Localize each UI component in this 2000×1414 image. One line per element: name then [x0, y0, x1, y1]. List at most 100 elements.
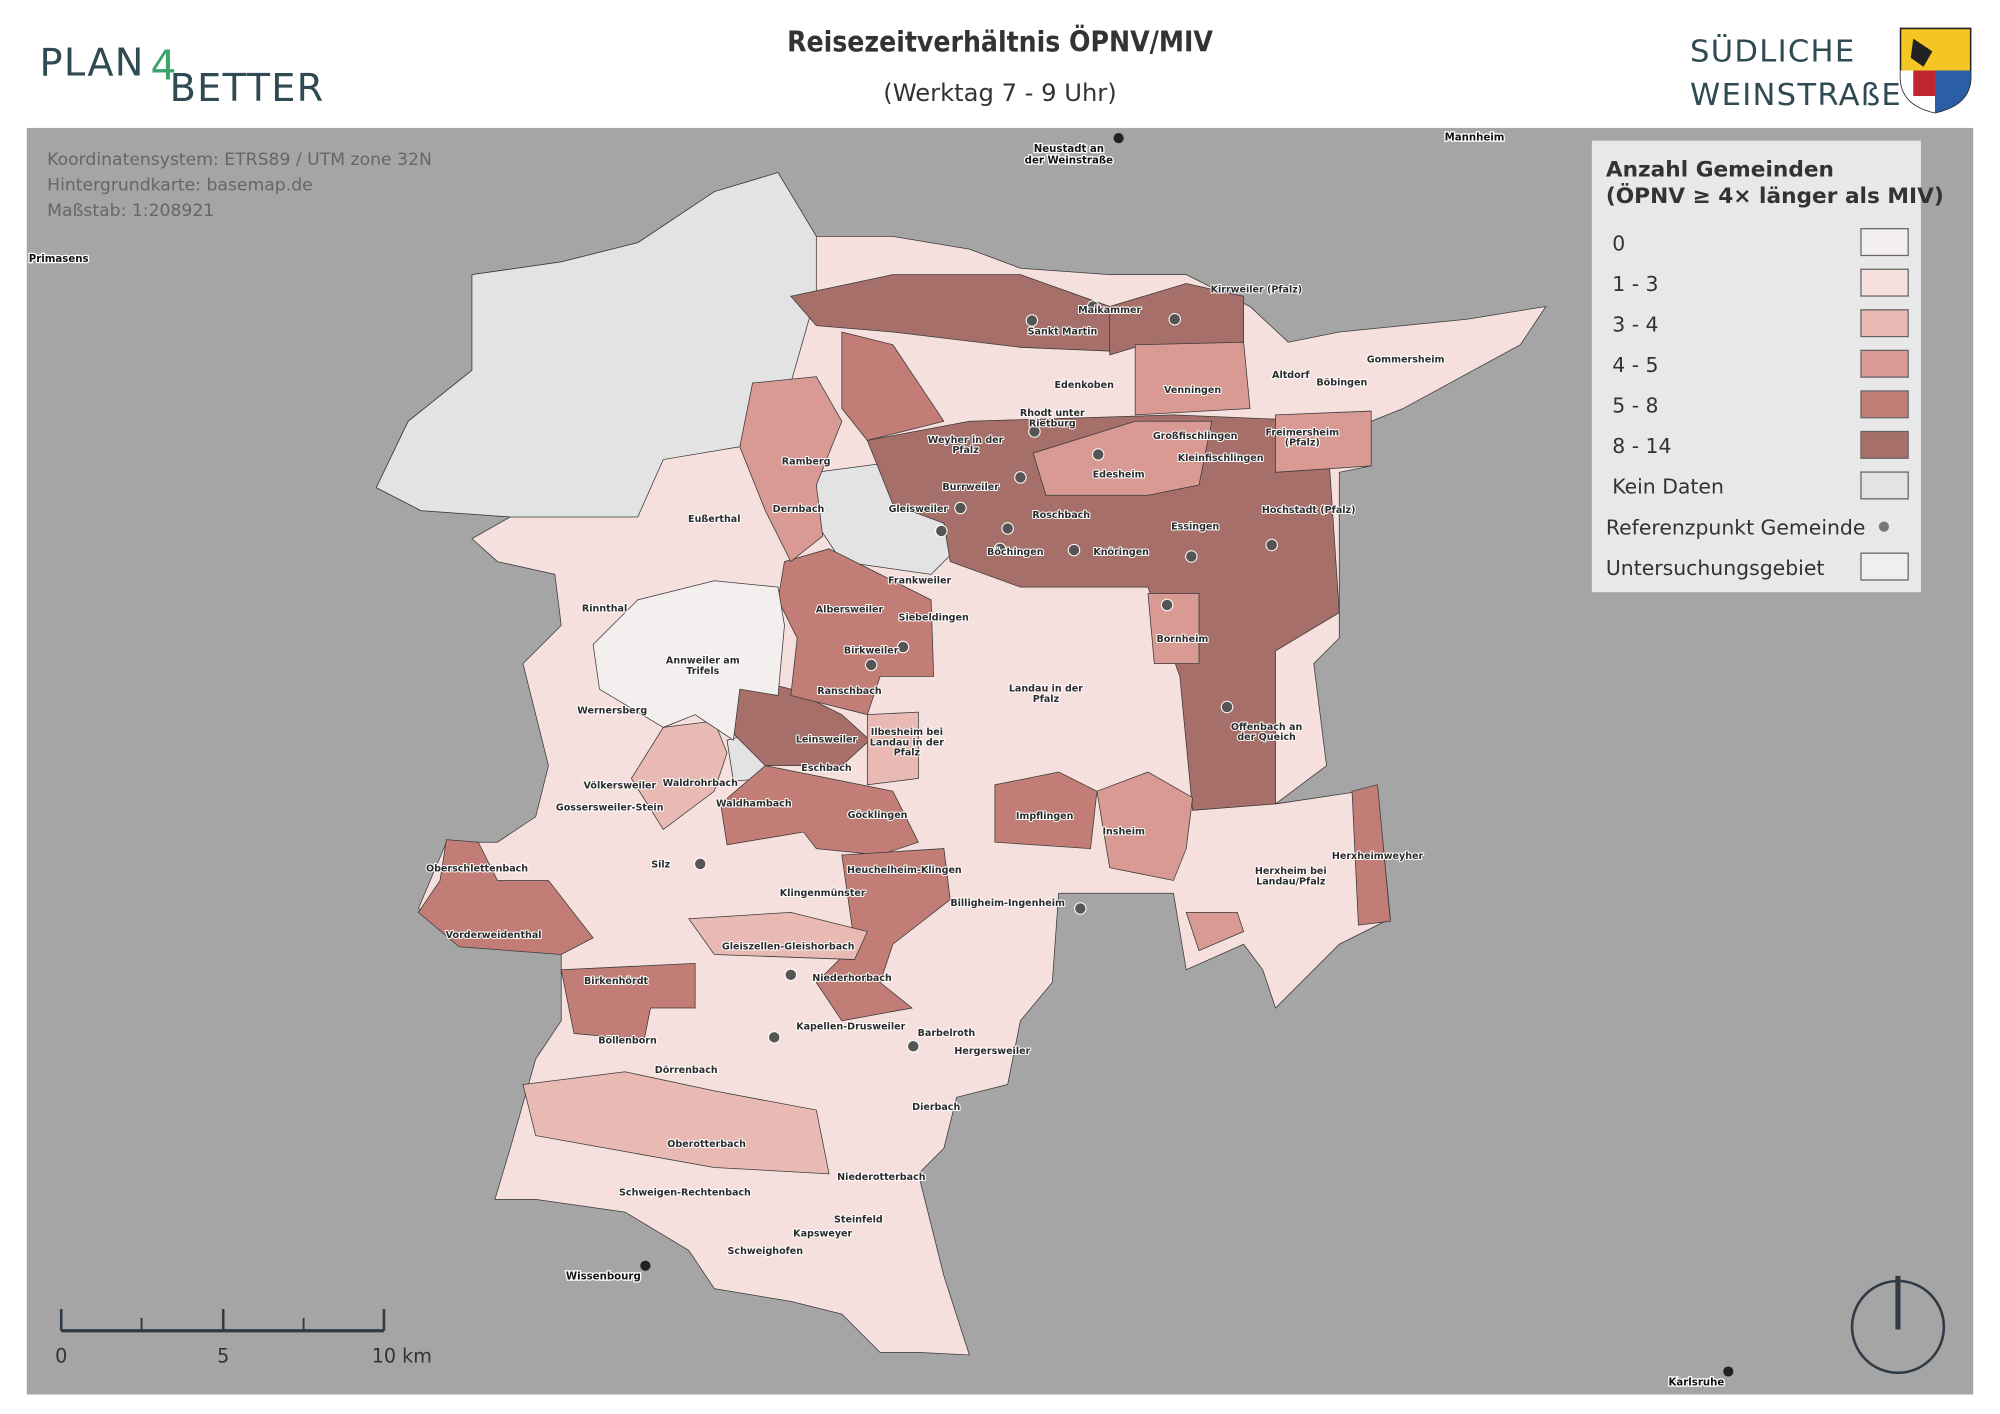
place-label: Göcklingen — [848, 810, 908, 821]
logo-left: BETTER — [170, 66, 325, 111]
municipality — [777, 548, 935, 716]
municipality — [1185, 911, 1245, 952]
place-label: Eußerthal — [688, 514, 740, 525]
place-label: Heuchelheim-Klingen — [847, 865, 962, 876]
city-point — [640, 1260, 651, 1271]
reference-point — [1086, 300, 1100, 313]
place-label: Dierbach — [912, 1102, 960, 1113]
place-label: Großfischlingen — [1153, 431, 1238, 442]
place-label: Birkenhördt — [584, 976, 649, 987]
place-label: Kapellen-Drusweiler — [796, 1022, 905, 1033]
place-label: Hochstadt (Pfalz) — [1262, 505, 1356, 516]
place-label: Rietburg — [1029, 418, 1076, 429]
municipality — [375, 172, 817, 518]
place-label: Kirrweiler (Pfalz) — [1211, 284, 1303, 295]
place-label: Offenbach an — [1231, 722, 1303, 733]
reference-point — [907, 1040, 920, 1053]
reference-point — [864, 658, 878, 672]
legend-symbol — [1860, 349, 1909, 378]
place-label: Böchingen — [987, 547, 1044, 558]
place-label: Oberotterbach — [667, 1139, 746, 1150]
place-label: Böllenborn — [598, 1036, 657, 1047]
city-label: der Weinstraße — [1025, 156, 1113, 167]
place-label: Landau in der — [870, 737, 944, 748]
place-label: Maikammer — [1078, 305, 1141, 316]
municipality — [1032, 420, 1213, 496]
map: Maikammer Sankt Martin Kirrweiler (Pfalz) E… — [28, 131, 1734, 1390]
place-label: Herxheim bei — [1255, 866, 1327, 877]
place-label: Herxheimweyher — [1332, 851, 1424, 862]
place-label: (Pfalz) — [1285, 438, 1320, 449]
legend-label: Kein Daten — [1612, 475, 1724, 499]
place-label: Silz — [651, 860, 670, 871]
municipality — [815, 848, 951, 1022]
place-label: Dernbach — [773, 504, 825, 515]
city-point — [1723, 1366, 1734, 1377]
reference-point — [935, 524, 948, 538]
logo-left: 4 — [151, 41, 177, 89]
place-label: Waldrohrbach — [663, 778, 738, 789]
place-label: Wernersberg — [577, 705, 647, 716]
place-label: Barbelroth — [918, 1028, 976, 1039]
legend-symbol — [1860, 268, 1909, 297]
place-label: Roschbach — [1032, 510, 1090, 521]
place-label: Venningen — [1164, 385, 1221, 396]
place-label: Klingenmünster — [780, 888, 866, 899]
municipality — [522, 1071, 830, 1175]
municipality — [1134, 341, 1251, 416]
reference-point — [1220, 700, 1234, 714]
legend-symbol — [1860, 390, 1909, 419]
place-label: Ranschbach — [817, 686, 882, 697]
legend-symbol — [1860, 552, 1909, 581]
reference-point — [896, 640, 910, 654]
info-line: Hintergrundkarte: basemap.de — [47, 175, 313, 195]
place-label: Impflingen — [1016, 811, 1074, 822]
place-label: Albersweiler — [816, 605, 884, 616]
legend-symbol — [1860, 228, 1909, 257]
place-label: Annweiler am — [666, 656, 740, 667]
place-label: Schweigen-Rechtenbach — [619, 1188, 751, 1199]
city-point — [1113, 133, 1124, 144]
place-label: Weyher in der — [928, 435, 1004, 446]
place-label: Leinsweiler — [796, 735, 858, 746]
logo-right: WEINSTRAßE — [1690, 78, 1902, 113]
place-label: Böbingen — [1316, 378, 1367, 389]
logo-right: SÜDLICHE — [1690, 33, 1855, 70]
scale-label: 10 km — [372, 1345, 432, 1368]
place-label: Gleiszellen-Gleishorbach — [722, 941, 855, 952]
logo-left: PLAN — [40, 41, 145, 86]
place-label: Kapsweyer — [793, 1228, 852, 1239]
municipality — [720, 765, 919, 856]
municipality — [866, 414, 1340, 811]
place-label: Landau in der — [1009, 684, 1083, 695]
legend-label: 4 - 5 — [1612, 353, 1658, 377]
scale-bar: 0 5 10 km — [55, 1309, 432, 1368]
place-label: Siebeldingen — [899, 612, 969, 623]
legend-label: 3 - 4 — [1612, 312, 1658, 336]
place-label: Vorderweidenthal — [446, 930, 542, 941]
place-label: Burrweiler — [942, 482, 999, 493]
city-label: Wissenbourg — [566, 1272, 641, 1283]
place-label: Kleinfischlingen — [1178, 453, 1264, 464]
place-label: Hergersweiler — [954, 1046, 1030, 1057]
reference-point — [1074, 902, 1087, 915]
legend-title: (ÖPNV ≥ 4× länger als MIV) — [1606, 183, 1944, 209]
place-label: Frankweiler — [888, 575, 952, 586]
place-label: Birkweiler — [844, 645, 899, 656]
place-label: Gommersheim — [1367, 355, 1445, 366]
reference-point — [694, 857, 707, 871]
north-arrow — [1850, 1275, 1946, 1375]
place-label: Ilbesheim bei — [871, 727, 943, 738]
reference-point — [1091, 448, 1105, 461]
reference-point — [1025, 314, 1039, 327]
legend-symbol — [1860, 471, 1909, 500]
legend-label: 0 — [1612, 231, 1625, 255]
place-label: Pfalz — [1033, 694, 1060, 705]
scale-label: 0 — [55, 1345, 67, 1368]
place-label: Insheim — [1102, 827, 1145, 838]
place-label: Landau/Pfalz — [1256, 876, 1326, 887]
legend-symbol — [1860, 309, 1909, 338]
legend-label: Referenzpunkt Gemeinde — [1606, 515, 1866, 539]
city-label: Primasens — [29, 254, 89, 265]
